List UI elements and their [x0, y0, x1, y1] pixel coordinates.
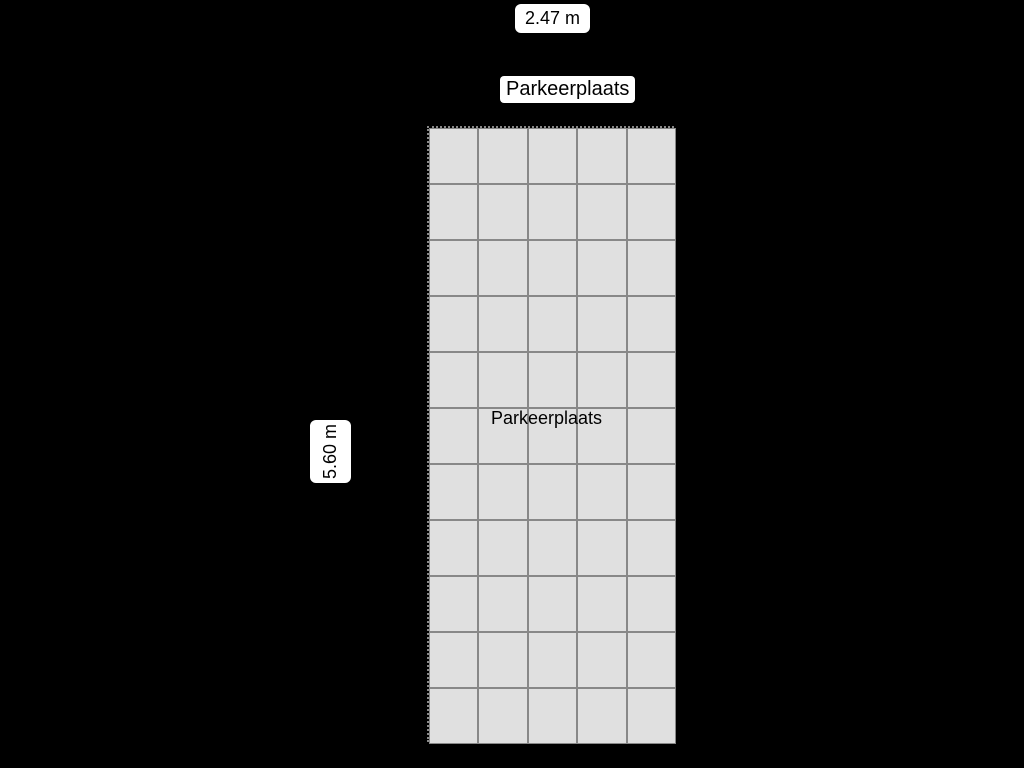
grid-cell — [627, 352, 676, 408]
grid-cell — [528, 296, 577, 352]
grid-cell — [429, 184, 478, 240]
grid-cell — [429, 632, 478, 688]
grid-cell — [429, 464, 478, 520]
grid-cell — [528, 464, 577, 520]
floor-plan-area — [427, 126, 674, 742]
grid-cell — [577, 520, 626, 576]
grid-cell — [528, 184, 577, 240]
grid-cell — [429, 576, 478, 632]
grid-cell — [528, 632, 577, 688]
grid-cell — [577, 240, 626, 296]
width-dimension-label: 2.47 m — [515, 4, 590, 33]
grid-cell — [478, 520, 527, 576]
grid-cell — [478, 352, 527, 408]
grid-cell — [627, 184, 676, 240]
grid-cell — [627, 464, 676, 520]
grid-cell — [478, 688, 527, 744]
floor-plan-title: Parkeerplaats — [500, 76, 635, 103]
grid-cell — [478, 184, 527, 240]
grid-cell — [528, 352, 577, 408]
grid-cell — [577, 352, 626, 408]
grid-cell — [429, 520, 478, 576]
grid-cell — [478, 128, 527, 184]
grid-cell — [528, 688, 577, 744]
grid-cell — [429, 352, 478, 408]
grid-cell — [429, 240, 478, 296]
grid-cell — [627, 240, 676, 296]
grid-cell — [577, 296, 626, 352]
grid-cell — [577, 576, 626, 632]
grid-cell — [627, 688, 676, 744]
grid-cell — [577, 688, 626, 744]
grid-cell — [528, 576, 577, 632]
grid-cell — [627, 128, 676, 184]
grid-cell — [429, 128, 478, 184]
grid-cell — [528, 128, 577, 184]
grid-cell — [429, 408, 478, 464]
grid-cell — [627, 632, 676, 688]
grid-cell — [577, 464, 626, 520]
grid-cell — [478, 464, 527, 520]
grid-cell — [478, 296, 527, 352]
grid-cell — [627, 296, 676, 352]
grid-cell — [429, 296, 478, 352]
grid-cell — [577, 184, 626, 240]
grid-cell — [478, 576, 527, 632]
grid-cell — [577, 128, 626, 184]
height-dimension-label: 5.60 m — [310, 420, 351, 483]
grid-cell — [627, 408, 676, 464]
grid-cell — [429, 688, 478, 744]
grid-cell — [627, 576, 676, 632]
grid-cell — [577, 632, 626, 688]
grid-cell — [528, 520, 577, 576]
grid-cell — [478, 240, 527, 296]
grid-cell — [478, 632, 527, 688]
grid-cell — [528, 240, 577, 296]
grid-cell — [627, 520, 676, 576]
floor-plan-inner-label: Parkeerplaats — [491, 408, 602, 429]
